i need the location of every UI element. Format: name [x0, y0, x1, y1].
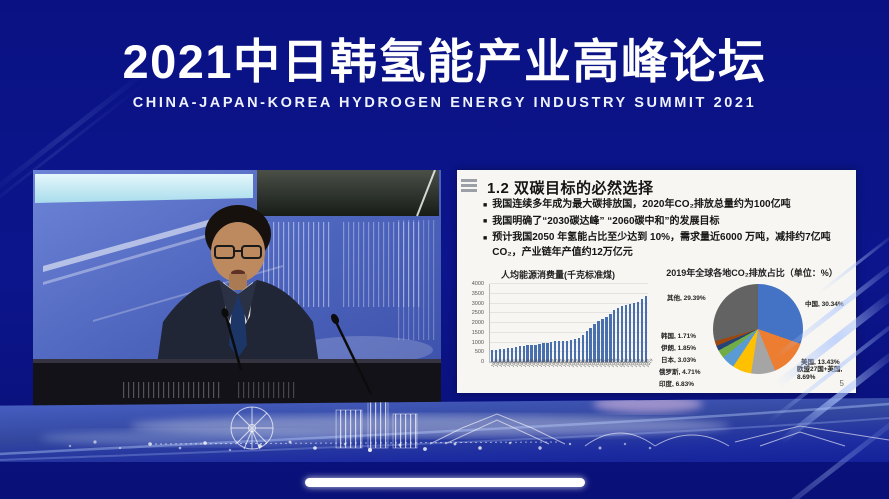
page-number: 5	[839, 379, 844, 388]
bar-chart: 人均能源消费量(千克标准煤) 0 500 1000 1500 2000 2500 3000 3…	[463, 268, 655, 388]
pie-circle	[713, 284, 803, 374]
pie-slice-label: 韩国, 1.71%	[661, 333, 697, 340]
menu-lines-icon	[461, 179, 477, 194]
bullet-item: ■ 我国明确了“2030碳达峰” “2060碳中和”的发展目标	[483, 215, 845, 230]
progress-bar	[305, 478, 585, 487]
speaker-scene-illustration	[33, 170, 441, 407]
summit-header: 2021中日韩氢能产业高峰论坛 CHINA-JAPAN-KOREA HYDROG…	[0, 36, 889, 111]
bar-bars	[490, 284, 648, 362]
pie-slice-label: 印度, 6.83%	[659, 381, 695, 388]
bar-plot	[489, 283, 648, 363]
bullet-square-icon: ■	[483, 218, 488, 225]
bar-chart-title: 人均能源消费量(千克标准煤)	[501, 270, 615, 280]
bullet-text: 我国明确了“2030碳达峰” “2060碳中和”的发展目标	[492, 215, 720, 227]
cityscape-band	[0, 398, 889, 462]
bullet-text: 预计我国2050 年氢能占比至少达到 10%，需求量近6000 万吨，减排约7亿…	[492, 232, 831, 258]
slide-title: 1.2 双碳目标的必然选择	[487, 180, 654, 197]
cityscape-illustration	[0, 398, 889, 461]
presentation-slide: 1.2 双碳目标的必然选择 ■ 我国连续多年成为最大碳排放国，2020年CO₂排…	[457, 170, 856, 393]
bullet-text: 我国连续多年成为最大碳排放国，2020年CO₂排放总量约为100亿吨	[492, 199, 791, 210]
bullet-item: ■ 预计我国2050 年氢能占比至少达到 10%，需求量近6000 万吨，减排约…	[483, 231, 845, 260]
pie-slice-label: 俄罗斯, 4.71%	[659, 369, 701, 376]
bar-x-labels: 1980 1981 1982 1983 1984 1985 1986 1987 1988 1989…	[489, 357, 655, 368]
bullet-item: ■ 我国连续多年成为最大碳排放国，2020年CO₂排放总量约为100亿吨	[483, 198, 845, 213]
pie-slice-label: 欧盟27国+英国, 8.69%	[797, 366, 843, 382]
pie-slice-label: 其他, 29.39%	[667, 295, 706, 302]
bullet-list: ■ 我国连续多年成为最大碳排放国，2020年CO₂排放总量约为100亿吨 ■ 我…	[483, 198, 845, 262]
pie-slice-label: 日本, 3.03%	[661, 357, 697, 364]
pie-chart-title: 2019年全球各地CO₂排放占比（单位：%）	[666, 268, 838, 278]
summit-subtitle: CHINA-JAPAN-KOREA HYDROGEN ENERGY INDUST…	[132, 94, 757, 111]
pie-chart: 2019年全球各地CO₂排放占比（单位：%） 中国, 30.34% 美国, 13.…	[655, 266, 849, 390]
bar-y-labels: 0 500 1000 1500 2000 2500 3000 3500 4000	[471, 281, 484, 365]
pie-slice-label: 中国, 30.34%	[805, 301, 844, 308]
summit-title: 2021中日韩氢能产业高峰论坛	[122, 35, 767, 88]
speaker-video	[33, 170, 441, 407]
pie-slice-label: 伊朗, 1.85%	[661, 345, 697, 352]
bullet-square-icon: ■	[483, 201, 488, 209]
pie-slice-label: 美国, 13.43%	[801, 359, 840, 366]
bullet-square-icon: ■	[483, 234, 488, 242]
